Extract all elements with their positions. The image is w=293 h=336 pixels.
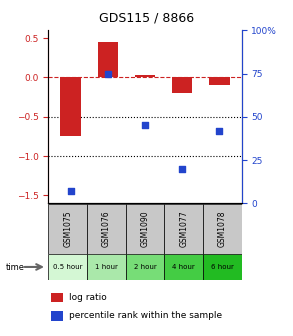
- Bar: [48, 204, 87, 254]
- Bar: [203, 254, 242, 280]
- Bar: [60, 77, 81, 136]
- Bar: [126, 254, 164, 280]
- Bar: [164, 204, 203, 254]
- Bar: [126, 204, 164, 254]
- Bar: [164, 254, 203, 280]
- Bar: [98, 42, 118, 77]
- Text: percentile rank within the sample: percentile rank within the sample: [69, 311, 222, 320]
- Text: GSM1077: GSM1077: [179, 210, 188, 247]
- Text: 1 hour: 1 hour: [95, 264, 118, 269]
- Bar: [172, 77, 193, 93]
- Text: GDS115 / 8866: GDS115 / 8866: [99, 12, 194, 25]
- Text: time: time: [6, 263, 25, 271]
- Point: [68, 188, 73, 194]
- Text: 0.5 hour: 0.5 hour: [53, 264, 82, 269]
- Point: [217, 128, 222, 133]
- Text: GSM1090: GSM1090: [141, 210, 149, 247]
- Point: [143, 123, 147, 128]
- Text: 2 hour: 2 hour: [134, 264, 156, 269]
- Point: [105, 71, 110, 76]
- Text: 6 hour: 6 hour: [211, 264, 234, 269]
- Point: [180, 166, 185, 171]
- Text: log ratio: log ratio: [69, 293, 107, 302]
- Bar: [135, 75, 155, 77]
- Text: GSM1078: GSM1078: [218, 211, 227, 247]
- Text: 4 hour: 4 hour: [172, 264, 195, 269]
- Bar: [48, 254, 87, 280]
- Text: GSM1075: GSM1075: [63, 210, 72, 247]
- Bar: [209, 77, 230, 85]
- Bar: [87, 204, 126, 254]
- Bar: [87, 254, 126, 280]
- Text: GSM1076: GSM1076: [102, 210, 111, 247]
- Bar: [203, 204, 242, 254]
